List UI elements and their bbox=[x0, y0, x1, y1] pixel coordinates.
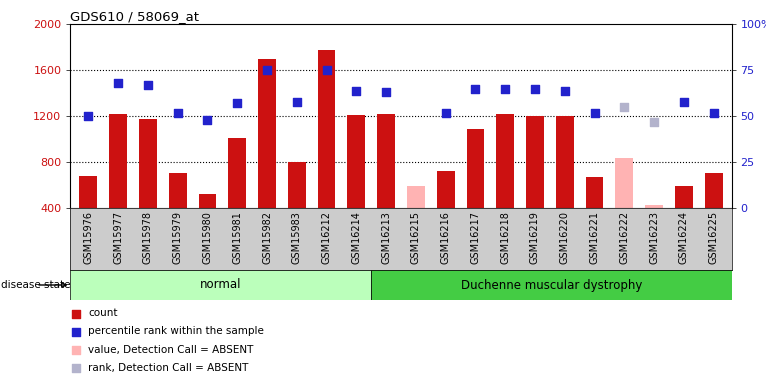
Point bbox=[648, 119, 660, 125]
Point bbox=[558, 87, 571, 93]
Text: disease state: disease state bbox=[2, 280, 71, 290]
Bar bbox=[705, 172, 722, 208]
Bar bbox=[526, 116, 544, 208]
Point bbox=[231, 100, 244, 106]
Bar bbox=[169, 172, 187, 208]
Text: value, Detection Call = ABSENT: value, Detection Call = ABSENT bbox=[88, 345, 254, 354]
Text: GSM15983: GSM15983 bbox=[292, 211, 302, 264]
Bar bbox=[70, 270, 371, 300]
Text: normal: normal bbox=[200, 279, 241, 291]
Text: GSM16219: GSM16219 bbox=[530, 211, 540, 264]
Text: GSM16217: GSM16217 bbox=[470, 211, 480, 264]
Point bbox=[440, 110, 452, 116]
Bar bbox=[496, 114, 514, 208]
Bar bbox=[318, 50, 336, 208]
Text: GSM16222: GSM16222 bbox=[620, 211, 630, 264]
Point bbox=[70, 346, 83, 352]
Bar bbox=[556, 116, 574, 208]
Point bbox=[112, 80, 124, 86]
Bar bbox=[377, 114, 395, 208]
Point bbox=[380, 89, 392, 95]
Point bbox=[201, 117, 214, 123]
Bar bbox=[228, 138, 246, 208]
Text: count: count bbox=[88, 309, 118, 318]
Bar bbox=[258, 59, 276, 208]
Point bbox=[470, 86, 482, 92]
Bar bbox=[348, 115, 365, 208]
Text: GSM16215: GSM16215 bbox=[411, 211, 421, 264]
Point bbox=[350, 87, 362, 93]
Text: GSM16224: GSM16224 bbox=[679, 211, 689, 264]
Text: GSM16216: GSM16216 bbox=[440, 211, 450, 264]
Text: GSM16212: GSM16212 bbox=[322, 211, 332, 264]
Point bbox=[70, 328, 83, 334]
Point bbox=[618, 104, 630, 110]
Bar bbox=[371, 270, 732, 300]
Text: GSM15980: GSM15980 bbox=[202, 211, 212, 264]
Text: Duchenne muscular dystrophy: Duchenne muscular dystrophy bbox=[460, 279, 642, 291]
Point bbox=[708, 110, 720, 116]
Bar bbox=[198, 194, 216, 208]
Bar bbox=[110, 114, 127, 208]
Text: GSM16220: GSM16220 bbox=[560, 211, 570, 264]
Point bbox=[142, 82, 154, 88]
Text: GSM16214: GSM16214 bbox=[352, 211, 362, 264]
Point bbox=[588, 110, 601, 116]
Text: GSM16223: GSM16223 bbox=[649, 211, 659, 264]
Bar bbox=[407, 186, 425, 208]
Bar bbox=[615, 158, 633, 208]
Bar bbox=[586, 177, 604, 208]
Bar bbox=[645, 205, 663, 208]
Text: GSM15977: GSM15977 bbox=[113, 211, 123, 264]
Text: GSM16218: GSM16218 bbox=[500, 211, 510, 264]
Point bbox=[320, 68, 332, 74]
Bar bbox=[288, 162, 306, 208]
Point bbox=[529, 86, 541, 92]
Text: rank, Detection Call = ABSENT: rank, Detection Call = ABSENT bbox=[88, 363, 249, 372]
Point bbox=[82, 113, 94, 119]
Bar bbox=[80, 176, 97, 208]
Text: GSM15981: GSM15981 bbox=[232, 211, 242, 264]
Text: GSM15979: GSM15979 bbox=[172, 211, 182, 264]
Text: GSM16225: GSM16225 bbox=[709, 211, 719, 264]
Text: GSM15978: GSM15978 bbox=[143, 211, 153, 264]
Point bbox=[290, 99, 303, 105]
Text: percentile rank within the sample: percentile rank within the sample bbox=[88, 327, 264, 336]
Point bbox=[70, 310, 83, 316]
Bar bbox=[139, 118, 157, 208]
Bar bbox=[466, 129, 484, 208]
Point bbox=[70, 364, 83, 370]
Text: GSM15976: GSM15976 bbox=[83, 211, 93, 264]
Bar bbox=[675, 186, 692, 208]
Point bbox=[172, 110, 184, 116]
Point bbox=[499, 86, 512, 92]
Text: GSM15982: GSM15982 bbox=[262, 211, 272, 264]
Text: GDS610 / 58069_at: GDS610 / 58069_at bbox=[70, 10, 199, 23]
Point bbox=[678, 99, 690, 105]
Text: GSM16221: GSM16221 bbox=[590, 211, 600, 264]
Bar bbox=[437, 171, 454, 208]
Point bbox=[261, 68, 273, 74]
Text: GSM16213: GSM16213 bbox=[381, 211, 391, 264]
